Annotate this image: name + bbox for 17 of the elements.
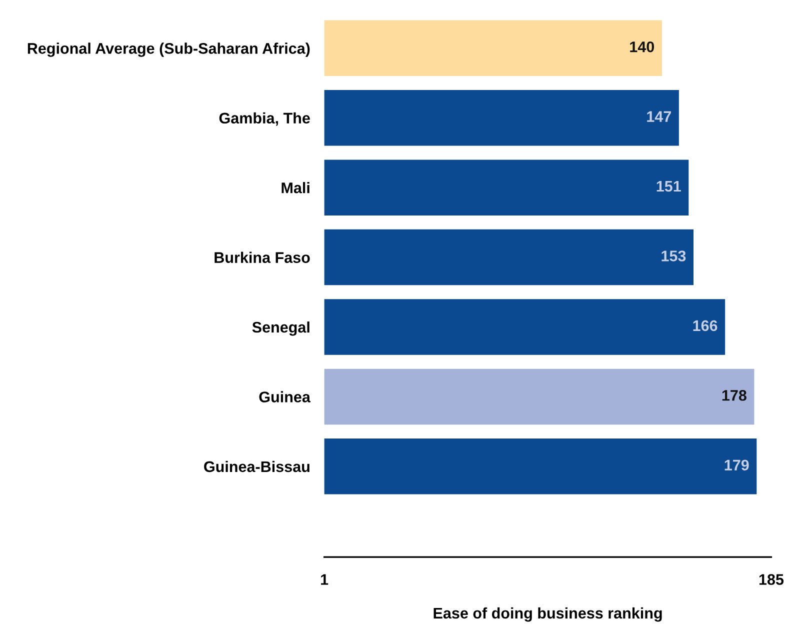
y-tick-label: Regional Average (Sub-Saharan Africa): [28, 42, 310, 57]
y-tick-label: Guinea: [259, 391, 311, 402]
data-label: 178: [722, 390, 746, 401]
x-tick-label: 185: [759, 574, 784, 585]
y-tick-label: Gambia, The: [219, 112, 310, 126]
data-label: 147: [647, 111, 671, 122]
y-tick-label: Mali: [282, 182, 310, 194]
data-label: 140: [630, 41, 654, 52]
data-label: 153: [662, 250, 686, 262]
data-label: 166: [693, 320, 718, 332]
y-tick-label: Burkina Faso: [214, 252, 310, 263]
y-tick-label: Senegal: [252, 321, 310, 336]
x-axis-title: Ease of doing business ranking: [434, 607, 662, 622]
data-label: 179: [724, 460, 749, 471]
data-label: 151: [656, 181, 681, 192]
x-tick-label: 1: [321, 574, 328, 585]
y-tick-label: Guinea-Bissau: [204, 460, 310, 472]
